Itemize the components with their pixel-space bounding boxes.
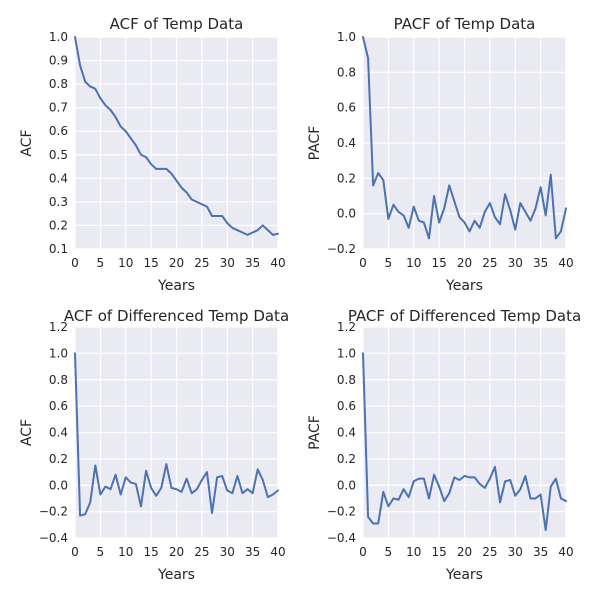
chart-title: PACF of Temp Data	[394, 15, 536, 33]
x-tick-label: 30	[508, 256, 523, 270]
x-tick-label: 10	[118, 256, 133, 270]
x-tick-label: 30	[220, 545, 235, 559]
x-tick-label: 5	[97, 545, 105, 559]
pacf-temp-chart: −0.2 0.0 0.2 0.4 0.6 0.8 1.0 0 5 10 15 20 25 30 35 40 PA…	[307, 15, 574, 294]
x-tick-label: 40	[270, 545, 285, 559]
y-tick-label: 0.4	[337, 426, 356, 440]
y-tick-label: 0.2	[337, 452, 356, 466]
x-tick-label: 35	[245, 545, 260, 559]
x-tick-label: 0	[71, 545, 79, 559]
y-tick-label: 0.2	[49, 452, 68, 466]
x-tick-label: 30	[220, 256, 235, 270]
x-axis-label: Years	[157, 567, 195, 583]
x-tick-label: 40	[558, 545, 573, 559]
x-tick-label: 10	[118, 545, 133, 559]
y-tick-label: −0.2	[39, 505, 68, 519]
y-tick-label: 0.8	[49, 373, 68, 387]
y-tick-label: 0.0	[337, 478, 356, 492]
y-axis-label: ACF	[19, 129, 35, 156]
y-tick-label: 0.7	[49, 101, 68, 115]
pacf-differenced-chart: −0.4 −0.2 0.0 0.2 0.4 0.6 0.8 1.0 1.2 0 5 10 15 20 25 3…	[307, 307, 581, 583]
y-axis-label: ACF	[19, 419, 35, 446]
x-axis-label: Years	[445, 567, 483, 583]
y-tick-label: 0.1	[49, 242, 68, 256]
y-axis-label: PACF	[307, 126, 323, 161]
y-tick-label: 1.0	[337, 346, 356, 360]
x-tick-label: 25	[194, 545, 209, 559]
chart-title: ACF of Differenced Temp Data	[64, 307, 289, 325]
acf-differenced-chart: −0.4 −0.2 0.0 0.2 0.4 0.6 0.8 1.0 1.2 0 5 10 15 20 25 3…	[19, 307, 289, 583]
y-tick-label: 0.6	[337, 399, 356, 413]
y-tick-label: 0.6	[49, 399, 68, 413]
x-tick-label: 25	[482, 545, 497, 559]
x-tick-label: 5	[385, 256, 393, 270]
x-tick-label: 35	[533, 256, 548, 270]
x-tick-label: 20	[457, 256, 472, 270]
y-tick-label: 0.6	[337, 101, 356, 115]
x-tick-label: 5	[97, 256, 105, 270]
y-tick-label: 1.0	[49, 30, 68, 44]
x-tick-label: 10	[406, 256, 421, 270]
series-line	[362, 352, 567, 532]
y-tick-label: 0.9	[49, 54, 68, 68]
x-tick-label: 20	[169, 545, 184, 559]
y-axis-label: PACF	[307, 415, 323, 450]
x-tick-label: 15	[431, 545, 446, 559]
x-tick-label: 40	[558, 256, 573, 270]
x-tick-label: 0	[359, 256, 367, 270]
x-tick-label: 20	[169, 256, 184, 270]
x-tick-label: 35	[245, 256, 260, 270]
y-tick-label: 0.5	[49, 148, 68, 162]
series-line	[74, 352, 279, 517]
x-tick-label: 25	[482, 256, 497, 270]
series-line	[362, 36, 567, 240]
y-tick-label: 0.4	[49, 426, 68, 440]
x-tick-label: 35	[533, 545, 548, 559]
x-tick-label: 30	[508, 545, 523, 559]
series-line	[74, 36, 279, 236]
chart-title: ACF of Temp Data	[110, 15, 244, 33]
x-tick-label: 15	[143, 256, 158, 270]
y-tick-label: 0.0	[49, 478, 68, 492]
acf-temp-chart: 0.1 0.2 0.3 0.4 0.5 0.6 0.7 0.8 0.9 1.0 0 5 10 15 20 25…	[19, 15, 286, 294]
y-tick-label: 0.8	[49, 77, 68, 91]
y-tick-label: 0.6	[49, 124, 68, 138]
x-axis-label: Years	[445, 278, 483, 294]
x-tick-label: 10	[406, 545, 421, 559]
y-tick-label: 1.0	[337, 30, 356, 44]
y-tick-label: 1.2	[49, 320, 68, 334]
y-tick-label: 0.0	[337, 207, 356, 221]
y-tick-label: −0.2	[327, 242, 356, 256]
x-tick-label: 15	[143, 545, 158, 559]
y-tick-label: 1.0	[49, 346, 68, 360]
y-tick-label: −0.4	[327, 531, 356, 545]
x-tick-label: 0	[71, 256, 79, 270]
y-tick-label: 0.8	[337, 65, 356, 79]
y-tick-label: 0.4	[49, 171, 68, 185]
y-tick-label: 0.3	[49, 195, 68, 209]
chart-title: PACF of Differenced Temp Data	[348, 307, 581, 325]
x-tick-label: 20	[457, 545, 472, 559]
x-tick-label: 40	[270, 256, 285, 270]
y-tick-label: 0.8	[337, 373, 356, 387]
x-axis-label: Years	[157, 278, 195, 294]
x-tick-label: 0	[359, 545, 367, 559]
y-tick-label: 1.2	[337, 320, 356, 334]
y-tick-label: 0.2	[49, 218, 68, 232]
x-tick-label: 15	[431, 256, 446, 270]
x-tick-label: 25	[194, 256, 209, 270]
y-tick-label: −0.2	[327, 505, 356, 519]
y-tick-label: 0.2	[337, 171, 356, 185]
x-tick-label: 5	[385, 545, 393, 559]
y-tick-label: −0.4	[39, 531, 68, 545]
y-tick-label: 0.4	[337, 136, 356, 150]
